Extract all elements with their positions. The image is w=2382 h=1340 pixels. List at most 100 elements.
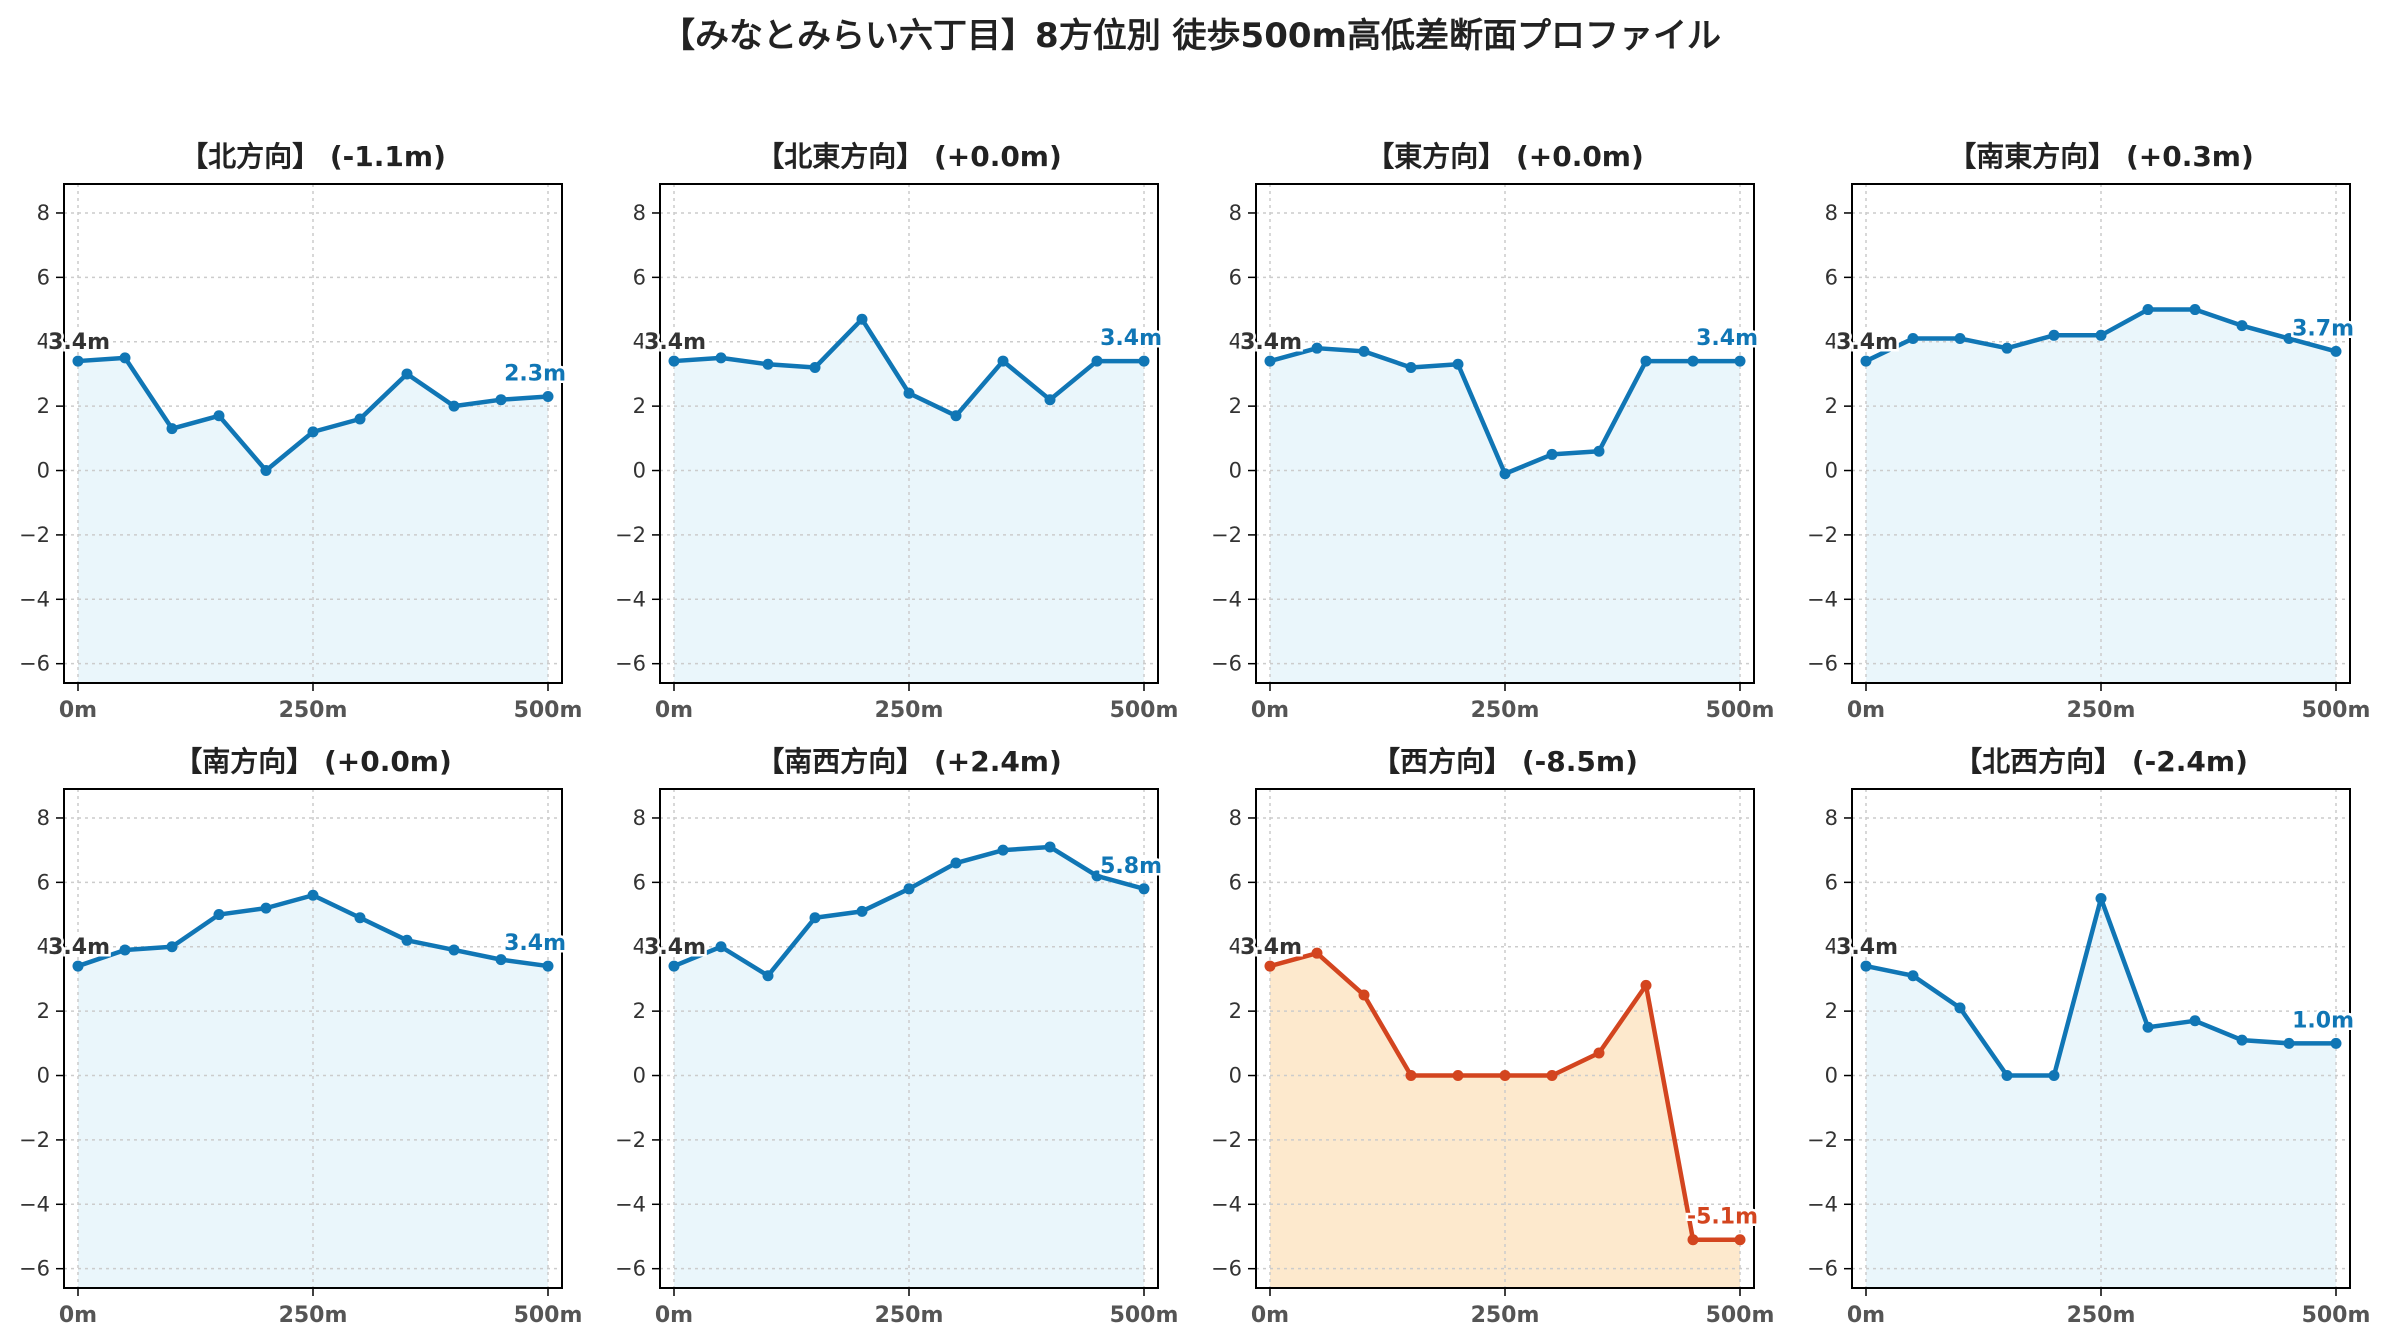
data-point — [166, 941, 178, 953]
data-point — [1405, 1070, 1417, 1082]
x-tick-label: 0m — [1251, 1303, 1289, 1328]
y-tick-label: 4 — [633, 935, 646, 959]
y-tick-label: 0 — [1229, 459, 1242, 483]
data-point — [1860, 355, 1872, 367]
data-point — [1358, 989, 1370, 1001]
y-tick-label: 0 — [1825, 459, 1838, 483]
data-point — [1593, 445, 1605, 457]
profile-panel-4: 【南東方向】 (+0.3m) −6 −4 −2 0 2 4 6 8 0m 250m 500m 3.4m 3… — [1807, 140, 2370, 723]
end-value-label: 2.3m — [504, 361, 566, 386]
data-point — [260, 902, 272, 914]
axes-frame — [659, 788, 1159, 1289]
y-tick-label: 6 — [1825, 870, 1838, 894]
panel-title: 【南西方向】 (+2.4m) — [756, 745, 1062, 778]
y-tick-label: 8 — [1229, 806, 1242, 830]
x-tick-label: 250m — [875, 1303, 944, 1328]
data-point — [119, 944, 131, 956]
y-tick-label: 4 — [37, 330, 50, 354]
profile-panel-6: 【南西方向】 (+2.4m) −6 −4 −2 0 2 4 6 8 0m 250m 500m 3.4m 5… — [615, 745, 1178, 1328]
data-point — [1264, 355, 1276, 367]
data-point — [72, 355, 84, 367]
y-tick-label: 0 — [1825, 1064, 1838, 1088]
panel-title: 【北西方向】 (-2.4m) — [1954, 745, 2248, 778]
data-point — [354, 912, 366, 924]
panel-title: 【東方向】 (+0.0m) — [1366, 140, 1644, 173]
data-point — [997, 844, 1009, 856]
start-value-label: 3.4m — [48, 330, 110, 355]
y-tick-label: −6 — [1807, 652, 1838, 676]
y-tick-label: 8 — [37, 806, 50, 830]
data-point — [2189, 304, 2201, 316]
data-point — [1138, 883, 1150, 895]
y-tick-label: −4 — [615, 587, 646, 611]
data-point — [1499, 468, 1511, 480]
data-point — [1452, 358, 1464, 370]
y-tick-label: 8 — [1825, 806, 1838, 830]
y-tick-label: −4 — [1807, 587, 1838, 611]
profile-panel-5: 【南方向】 (+0.0m) −6 −4 −2 0 2 4 6 8 0m 250m 500m 3.4m 3.… — [19, 745, 582, 1328]
data-point — [2330, 1037, 2342, 1049]
start-value-label: 3.4m — [644, 935, 706, 960]
y-tick-label: −2 — [615, 1128, 646, 1152]
data-point — [950, 410, 962, 422]
data-point — [119, 352, 131, 364]
data-point — [495, 954, 507, 966]
data-point — [1264, 960, 1276, 972]
axes-frame — [1255, 788, 1755, 1289]
y-tick-label: 6 — [633, 870, 646, 894]
profile-panel-3: 【東方向】 (+0.0m) −6 −4 −2 0 2 4 6 8 0m 250m 500m 3.4m 3.… — [1211, 140, 1774, 723]
x-tick-label: 0m — [1251, 698, 1289, 723]
data-point — [213, 410, 225, 422]
y-tick-label: 6 — [633, 265, 646, 289]
y-tick-label: 6 — [37, 265, 50, 289]
axes-frame — [659, 183, 1159, 684]
data-point — [1907, 970, 1919, 982]
area-fill — [1866, 898, 2336, 1288]
data-point — [2236, 320, 2248, 332]
data-point — [1593, 1047, 1605, 1059]
panel-title: 【北東方向】 (+0.0m) — [756, 140, 1062, 173]
profile-panel-7: 【西方向】 (-8.5m) −6 −4 −2 0 2 4 6 8 0m 250m 500m 3.4m -5… — [1211, 745, 1774, 1328]
data-point — [2330, 345, 2342, 357]
y-tick-label: 2 — [1229, 999, 1242, 1023]
data-point — [1640, 355, 1652, 367]
y-tick-label: −6 — [1807, 1257, 1838, 1281]
data-point — [1546, 1070, 1558, 1082]
data-point — [2236, 1034, 2248, 1046]
data-point — [1734, 1234, 1746, 1246]
y-tick-label: −6 — [1211, 1257, 1242, 1281]
data-point — [1954, 1002, 1966, 1014]
y-tick-label: 2 — [1229, 394, 1242, 418]
data-point — [668, 355, 680, 367]
profile-panel-2: 【北東方向】 (+0.0m) −6 −4 −2 0 2 4 6 8 0m 250m 500m 3.4m 3… — [615, 140, 1178, 723]
data-point — [401, 934, 413, 946]
data-point — [856, 313, 868, 325]
data-point — [401, 368, 413, 380]
y-tick-label: 0 — [633, 459, 646, 483]
y-tick-label: 8 — [1229, 201, 1242, 225]
end-value-label: -5.1m — [1687, 1205, 1758, 1230]
data-point — [2142, 1021, 2154, 1033]
data-point — [1044, 841, 1056, 853]
data-point — [1452, 1070, 1464, 1082]
data-point — [448, 400, 460, 412]
y-tick-label: 6 — [1229, 265, 1242, 289]
y-tick-label: −2 — [19, 523, 50, 547]
data-point — [1907, 333, 1919, 345]
data-point — [1860, 960, 1872, 972]
y-tick-label: 4 — [1229, 330, 1242, 354]
data-point — [2142, 304, 2154, 316]
data-point — [997, 355, 1009, 367]
y-tick-label: 6 — [1825, 265, 1838, 289]
panel-title: 【北方向】 (-1.1m) — [180, 140, 446, 173]
axes-frame — [63, 788, 563, 1289]
data-point — [668, 960, 680, 972]
x-tick-label: 250m — [2067, 1303, 2136, 1328]
panel-title: 【南東方向】 (+0.3m) — [1948, 140, 2254, 173]
data-point — [1687, 355, 1699, 367]
data-point — [950, 857, 962, 869]
data-point — [1405, 362, 1417, 374]
y-tick-label: 0 — [1229, 1064, 1242, 1088]
data-point — [762, 970, 774, 982]
y-tick-label: −4 — [615, 1192, 646, 1216]
